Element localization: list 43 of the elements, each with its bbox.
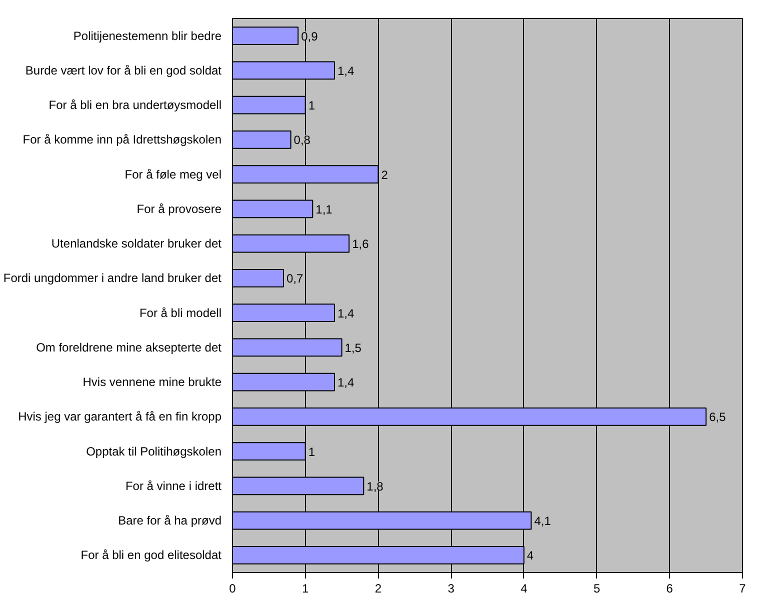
y-tick-label: For å bli en god elitesoldat <box>80 548 222 562</box>
data-label: 0,8 <box>294 133 311 148</box>
data-label: 2 <box>381 168 388 182</box>
y-tick-label: For å føle meg vel <box>124 167 222 182</box>
y-tick-label: Fordi ungdommer i andre land bruker det <box>3 271 222 286</box>
x-tick-label: 1 <box>302 582 310 596</box>
y-tick-label: Opptak til Politihøgskolen <box>86 444 222 458</box>
y-tick-label: For å komme inn på Idrettshøgskolen <box>22 132 222 147</box>
data-label: 1,6 <box>352 237 370 252</box>
y-tick-label: For å bli modell <box>139 306 222 320</box>
data-label: 1,4 <box>338 64 355 78</box>
data-label: 1,4 <box>338 376 355 390</box>
data-label: 1,1 <box>316 202 333 216</box>
bar <box>232 269 284 288</box>
data-label: 1,5 <box>344 340 362 355</box>
data-label: 4,1 <box>534 514 552 528</box>
data-label: 1,4 <box>338 306 355 320</box>
y-tick-label: For å vinne i idrett <box>125 478 222 493</box>
x-tick-label: 3 <box>448 582 455 596</box>
y-tick-label: Burde vært lov for å bli en god soldat <box>25 63 222 78</box>
y-tick-label: Politijenestemenn blir bedre <box>73 28 222 43</box>
data-label: 1 <box>308 98 316 113</box>
bar <box>232 26 299 45</box>
bar <box>232 130 292 149</box>
y-tick-label: For å provosere <box>136 202 222 216</box>
x-tick-label: 7 <box>739 582 746 596</box>
y-tick-label: Hvis jeg var garantert å få en fin kropp <box>18 410 222 424</box>
x-tick-label: 5 <box>593 582 600 596</box>
data-label: 6,5 <box>709 410 726 424</box>
x-tick-label: 0 <box>229 582 236 596</box>
y-tick-label: Bare for å ha prøvd <box>118 514 222 528</box>
y-tick-label: Hvis vennene mine brukte <box>82 375 222 390</box>
x-tick-label: 2 <box>374 582 382 596</box>
x-tick-label: 6 <box>666 582 674 596</box>
data-label: 1 <box>308 444 316 459</box>
y-tick-label: Utenlandske soldater bruker det <box>51 236 222 251</box>
x-tick-label: 4 <box>520 582 528 596</box>
y-tick-label: Om foreldrene mine aksepterte det <box>36 340 222 354</box>
data-label: 1,8 <box>366 479 384 494</box>
data-label: 4 <box>526 548 534 563</box>
data-label: 0,9 <box>301 29 318 44</box>
y-tick-label: For å bli en bra undertøysmodell <box>48 98 222 112</box>
data-label: 0,7 <box>286 272 304 286</box>
